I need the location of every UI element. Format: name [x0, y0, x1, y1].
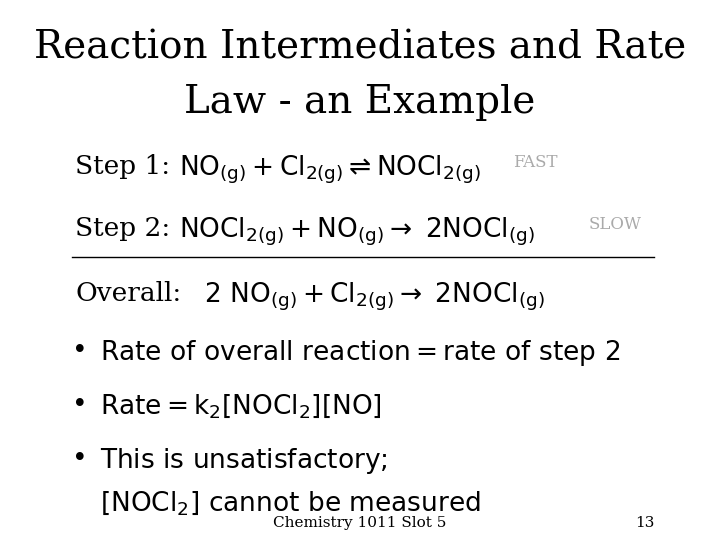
- Text: •: •: [72, 446, 88, 470]
- Text: $\mathrm{[NOCl_2]\ cannot\ be\ measured}$: $\mathrm{[NOCl_2]\ cannot\ be\ measured}…: [100, 489, 481, 517]
- Text: $\mathrm{Rate\ of\ overall\ reaction = rate\ of\ step\ 2}$: $\mathrm{Rate\ of\ overall\ reaction = r…: [100, 338, 621, 368]
- Text: 13: 13: [635, 516, 654, 530]
- Text: $\mathrm{Rate = k_2[NOCl_2][NO]}$: $\mathrm{Rate = k_2[NOCl_2][NO]}$: [100, 392, 382, 420]
- Text: FAST: FAST: [513, 154, 558, 171]
- Text: $\mathrm{2\ NO_{(g)} + Cl_{2(g)} \rightarrow \ 2NOCl_{(g)}}$: $\mathrm{2\ NO_{(g)} + Cl_{2(g)} \righta…: [204, 281, 544, 313]
- Text: $\mathrm{This\ is\ unsatisfactory;}$: $\mathrm{This\ is\ unsatisfactory;}$: [100, 446, 388, 476]
- Text: Chemistry 1011 Slot 5: Chemistry 1011 Slot 5: [274, 516, 446, 530]
- Text: SLOW: SLOW: [588, 216, 642, 233]
- Text: Overall:: Overall:: [76, 281, 181, 306]
- Text: Reaction Intermediates and Rate: Reaction Intermediates and Rate: [34, 30, 686, 67]
- Text: •: •: [72, 338, 88, 362]
- Text: Law - an Example: Law - an Example: [184, 84, 536, 121]
- Text: •: •: [72, 392, 88, 416]
- Text: $\mathrm{NO_{(g)} + Cl_{2(g)} \rightleftharpoons NOCl_{2(g)}}$: $\mathrm{NO_{(g)} + Cl_{2(g)} \rightleft…: [179, 154, 480, 186]
- Text: Step 1:: Step 1:: [76, 154, 171, 179]
- Text: Step 2:: Step 2:: [76, 216, 171, 241]
- Text: $\mathrm{NOCl_{2(g)} + NO_{(g)} \rightarrow \ 2NOCl_{(g)}}$: $\mathrm{NOCl_{2(g)} + NO_{(g)} \rightar…: [179, 216, 534, 248]
